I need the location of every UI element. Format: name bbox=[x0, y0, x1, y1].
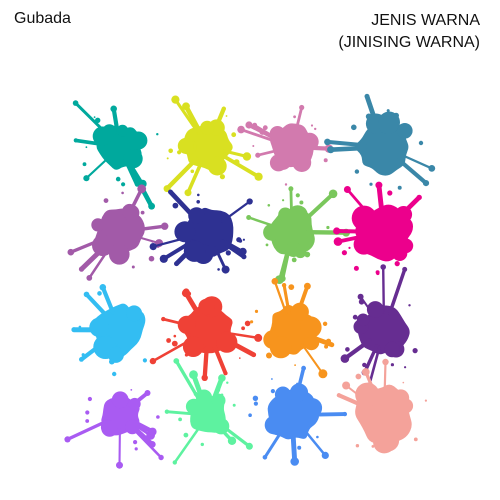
paint-splat-dark-purple bbox=[340, 264, 418, 392]
paint-splat-mint bbox=[164, 358, 253, 465]
page-title: JENIS WARNA (JINISING WARNA) bbox=[220, 10, 480, 54]
paint-splat-violet bbox=[64, 389, 164, 469]
paint-splat-blue bbox=[248, 365, 347, 466]
paint-splat-purple bbox=[67, 184, 169, 281]
paint-splat-red bbox=[149, 288, 263, 381]
paint-splat-green bbox=[246, 186, 350, 284]
paint-splat-navy bbox=[149, 189, 253, 274]
page-title-line-1: JENIS WARNA bbox=[371, 12, 480, 29]
paint-splat-salmon bbox=[336, 358, 427, 454]
paint-splat-sky-blue bbox=[71, 284, 147, 377]
paint-splat-pink bbox=[237, 104, 334, 186]
paint-splat-magenta bbox=[333, 181, 422, 276]
paint-splat-lime bbox=[163, 95, 263, 197]
paint-splat-orange bbox=[250, 278, 335, 379]
paint-splat-teal bbox=[72, 100, 159, 210]
page-title-line-2: (JINISING WARNA) bbox=[338, 34, 480, 51]
paint-splat-steel-blue bbox=[324, 93, 436, 190]
brand-logo-text: Gubada bbox=[14, 10, 71, 27]
